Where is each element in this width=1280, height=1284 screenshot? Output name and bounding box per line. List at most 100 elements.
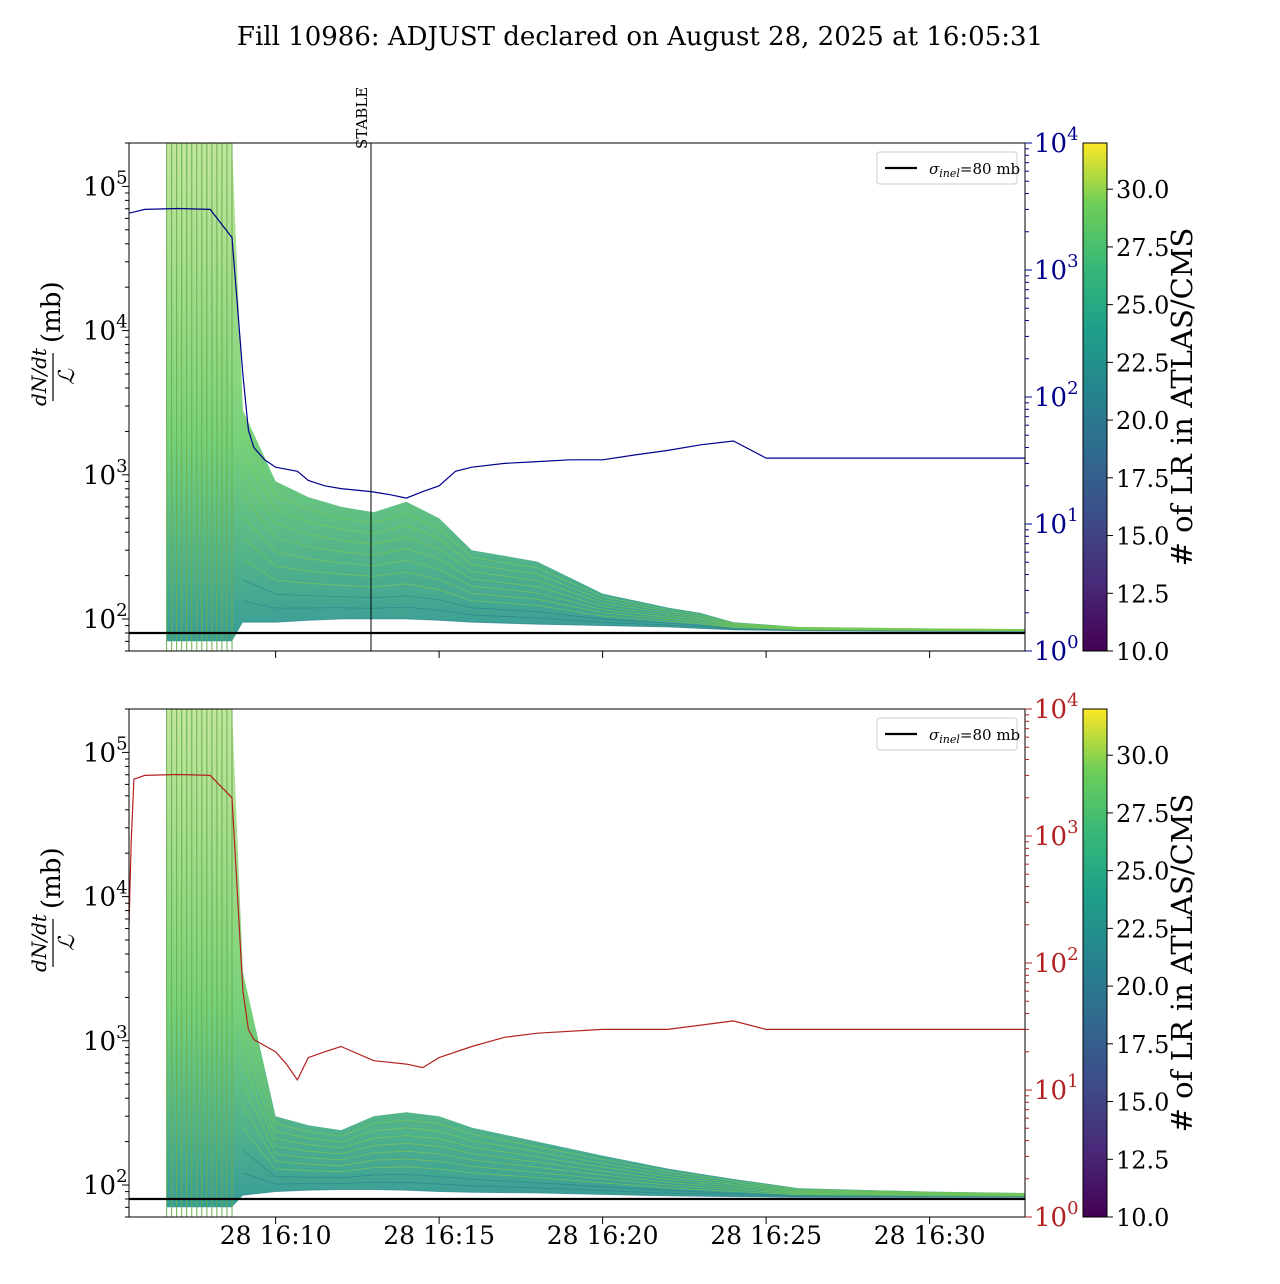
y-label-unit: (mb) — [37, 847, 67, 909]
y-axis-label: dN/dt ℒ (mb) — [27, 847, 80, 972]
bunch-trace — [242, 1016, 1025, 1195]
secondary-series-line — [129, 207, 1025, 499]
y-label-numerator: dN/dt — [27, 913, 51, 972]
y2-tick-label: 104 — [1034, 690, 1079, 725]
y-tick-label: 102 — [83, 600, 128, 635]
y-label-denominator: ℒ — [55, 368, 80, 385]
x-tick-label: 28 16:30 — [874, 1221, 986, 1250]
bunch-cloud-band — [166, 143, 1025, 642]
colorbar-tick-label: 12.5 — [1116, 1146, 1169, 1174]
bunch-cloud — [166, 143, 1025, 651]
stable-marker-label: STABLE — [353, 87, 371, 149]
y-tick-exponent: 4 — [116, 878, 127, 899]
colorbar-tick-label: 25.0 — [1116, 858, 1169, 886]
y2-tick-exponent: 4 — [1067, 690, 1078, 711]
y-tick-exponent: 5 — [116, 167, 127, 188]
y2-tick-exponent: 2 — [1067, 944, 1078, 965]
y2-tick-exponent: 4 — [1067, 124, 1078, 145]
colorbar-tick-label: 15.0 — [1116, 523, 1169, 551]
colorbar-tick-label: 27.5 — [1116, 800, 1169, 828]
bunch-trace — [242, 1172, 1025, 1198]
y-tick-label: 102 — [83, 1166, 128, 1201]
y2-tick-exponent: 3 — [1067, 817, 1078, 838]
y2-tick-label: 104 — [1034, 124, 1079, 159]
legend-sigma: σ — [929, 160, 940, 178]
y2-tick-exponent: 0 — [1067, 1198, 1078, 1219]
y-tick-label: 103 — [83, 456, 128, 491]
x-tick-label: 28 16:20 — [547, 1221, 659, 1250]
y2-tick-exponent: 1 — [1067, 1071, 1078, 1092]
colorbar-label: # of LR in ATLAS/CMS — [1165, 228, 1199, 567]
colorbar-tick-label: 22.5 — [1116, 349, 1169, 377]
bunch-trace — [242, 579, 1025, 632]
legend-label: σinel=80 mb — [929, 726, 1020, 746]
colorbar-tick-label: 10.0 — [1116, 638, 1169, 666]
y2-tick-exponent: 3 — [1067, 251, 1078, 272]
x-tick-label: 28 16:15 — [383, 1221, 495, 1250]
y2-tick-label: 101 — [1034, 1071, 1079, 1106]
y-tick-exponent: 5 — [116, 733, 127, 754]
colorbar-tick-label: 10.0 — [1116, 1204, 1169, 1232]
chart-title: Fill 10986: ADJUST declared on August 28… — [237, 22, 1043, 52]
y-tick-label: 103 — [83, 1022, 128, 1057]
y-label-denominator: ℒ — [55, 934, 80, 951]
bunch-trace — [242, 516, 1025, 631]
legend-box — [876, 717, 1018, 751]
legend-sigma: σ — [929, 726, 940, 744]
y2-tick-exponent: 1 — [1067, 505, 1078, 526]
secondary-series-group — [129, 773, 1025, 1082]
bunch-trace — [242, 452, 1025, 630]
bunch-trace — [242, 618, 1025, 632]
x-tick-label: 28 16:10 — [220, 1221, 332, 1250]
y-tick-label: 105 — [83, 167, 128, 202]
bunch-trace — [242, 1105, 1025, 1197]
legend-rest: =80 mb — [960, 726, 1020, 744]
y2-tick-label: 102 — [1034, 944, 1079, 979]
x-tick-label: 28 16:25 — [710, 1221, 822, 1250]
y2-tick-label: 103 — [1034, 817, 1079, 852]
colorbar-tick-label: 25.0 — [1116, 292, 1169, 320]
colorbar-tick-label: 12.5 — [1116, 580, 1169, 608]
legend-rest: =80 mb — [960, 160, 1020, 178]
bunch-trace — [242, 1083, 1025, 1196]
colorbar-tick-label: 17.5 — [1116, 465, 1169, 493]
colorbar-tick-label: 20.0 — [1116, 973, 1169, 1001]
y2-tick-label: 102 — [1034, 378, 1079, 413]
y-tick-exponent: 3 — [116, 1022, 127, 1043]
y2-tick-label: 100 — [1034, 632, 1079, 667]
bunch-trace — [242, 1127, 1025, 1197]
bunch-cloud-band — [166, 709, 1025, 1208]
legend-sub: inel — [939, 733, 960, 746]
y-tick-label: 104 — [83, 312, 128, 347]
colorbar-tick-label: 20.0 — [1116, 407, 1169, 435]
legend-sub: inel — [939, 167, 960, 180]
secondary-series-group — [129, 207, 1025, 499]
colorbar-tick-label: 27.5 — [1116, 234, 1169, 262]
y-label-numerator: dN/dt — [27, 347, 51, 406]
y2-tick-label: 103 — [1034, 251, 1079, 286]
y2-tick-label: 100 — [1034, 1198, 1079, 1233]
colorbar-tick-label: 17.5 — [1116, 1031, 1169, 1059]
y-label-unit: (mb) — [37, 281, 67, 343]
bunch-trace — [242, 1189, 1025, 1198]
y2-tick-exponent: 0 — [1067, 632, 1078, 653]
y2-tick-label: 101 — [1034, 505, 1079, 540]
bunch-trace — [242, 1038, 1025, 1195]
bunch-trace — [242, 1150, 1025, 1197]
y-tick-label: 105 — [83, 733, 128, 768]
bunch-cloud — [166, 709, 1025, 1217]
y-tick-label: 104 — [83, 878, 128, 913]
colorbar-label: # of LR in ATLAS/CMS — [1165, 794, 1199, 1133]
colorbar — [1082, 708, 1108, 1218]
bunch-trace — [242, 600, 1025, 632]
y2-tick-exponent: 2 — [1067, 378, 1078, 399]
secondary-series-line — [129, 773, 1025, 1082]
bunch-trace — [242, 994, 1025, 1194]
colorbar-tick-label: 15.0 — [1116, 1089, 1169, 1117]
colorbar — [1082, 142, 1108, 652]
bunch-trace — [242, 473, 1025, 631]
y-tick-exponent: 2 — [116, 1166, 127, 1187]
y-tick-exponent: 3 — [116, 456, 127, 477]
